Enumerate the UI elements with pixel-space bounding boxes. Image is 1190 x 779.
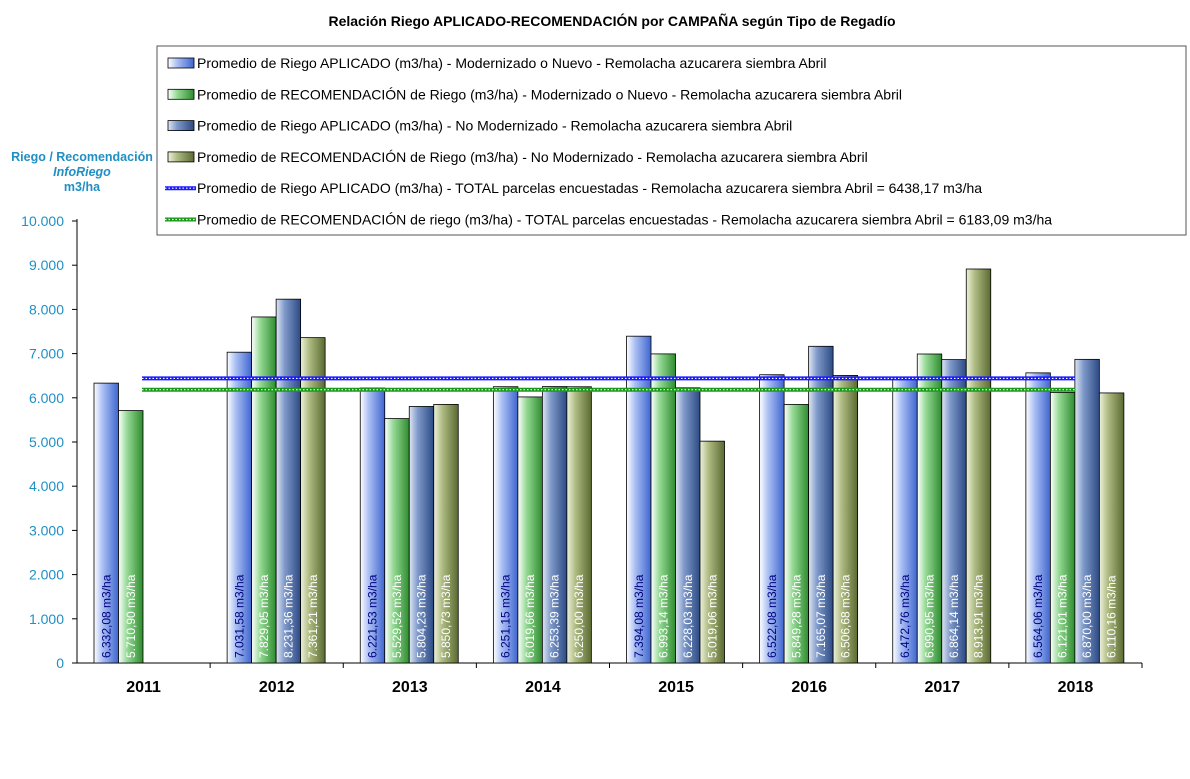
data-label: 6.253,39 m3/ha — [548, 574, 562, 658]
bar — [1074, 358, 1100, 664]
data-label: 6.522,08 m3/ha — [765, 574, 779, 658]
legend: Promedio de Riego APLICADO (m3/ha) - Mod… — [156, 45, 1187, 236]
data-label: 5.529,52 m3/ha — [390, 574, 404, 658]
data-label: 8.913,91 m3/ha — [972, 574, 986, 658]
data-labels: 6.332,08 m3/ha 7.031,58 m3/ha 6.221,53 m3/… — [99, 574, 1118, 658]
data-label: 7.394,08 m3/ha — [632, 574, 646, 658]
chart-title: Relación Riego APLICADO-RECOMENDACIÓN po… — [328, 12, 895, 29]
y-axis-label-line2: InfoRiego — [53, 165, 111, 179]
y-tick-label: 0 — [56, 655, 64, 671]
x-tick-label: 2013 — [392, 679, 428, 696]
legend-entry: Promedio de RECOMENDACIÓN de Riego (m3/h… — [197, 149, 868, 165]
y-axis-label-line1: Riego / Recomendación — [11, 150, 153, 164]
data-label: 6.250,00 m3/ha — [572, 574, 586, 658]
y-tick-label: 8.000 — [29, 301, 64, 317]
data-label: 6.110,16 m3/ha — [1105, 575, 1119, 658]
x-tick-label: 2012 — [259, 679, 295, 696]
bar — [965, 268, 992, 664]
data-label: 6.251,15 m3/ha — [499, 574, 513, 658]
x-tick-label: 2017 — [925, 679, 961, 696]
bar — [433, 403, 459, 664]
bar — [1049, 392, 1076, 664]
legend-entry: Promedio de Riego APLICADO (m3/ha) - No … — [197, 118, 792, 134]
legend-swatch — [167, 120, 195, 131]
y-tick-label: 6.000 — [29, 390, 64, 406]
data-label: 7.361,21 m3/ha — [306, 574, 320, 658]
legend-swatch — [167, 57, 195, 69]
x-tick-labels: 2011 2012 2013 2014 2015 2016 2017 2018 — [126, 679, 1093, 696]
y-tick-label: 1.000 — [29, 611, 64, 627]
y-tick-label: 2.000 — [29, 567, 64, 583]
bar — [759, 374, 785, 664]
x-tick-label: 2018 — [1058, 679, 1094, 696]
bar — [517, 396, 543, 664]
bar — [783, 404, 810, 664]
bar — [1098, 392, 1125, 664]
data-label: 6.221,53 m3/ha — [366, 574, 380, 658]
data-label: 8.231,36 m3/ha — [281, 574, 295, 658]
data-label: 6.993,14 m3/ha — [656, 574, 670, 658]
y-tick-label: 7.000 — [29, 346, 64, 362]
data-label: 6.472,76 m3/ha — [898, 574, 912, 658]
data-label: 6.121,01 m3/ha — [1056, 574, 1070, 658]
data-label: 6.864,14 m3/ha — [947, 574, 961, 658]
x-tick-label: 2015 — [658, 679, 694, 696]
data-label: 6.506,68 m3/ha — [838, 574, 852, 658]
legend-box — [156, 45, 1187, 236]
y-tick-label: 4.000 — [29, 478, 64, 494]
bar — [566, 386, 592, 664]
bars — [93, 268, 1125, 664]
x-tick-label: 2016 — [791, 679, 827, 696]
x-tick-label: 2014 — [525, 679, 561, 696]
bar — [699, 440, 725, 664]
data-label: 5.019,06 m3/ha — [705, 574, 719, 658]
data-label: 6.990,95 m3/ha — [923, 574, 937, 658]
reference-lines — [142, 376, 1075, 392]
data-label: 5.710,90 m3/ha — [124, 574, 138, 658]
bar — [300, 337, 326, 664]
data-label: 6.228,03 m3/ha — [681, 574, 695, 658]
bar — [118, 410, 144, 664]
legend-entry: Promedio de Riego APLICADO (m3/ha) - Mod… — [197, 55, 827, 71]
bar — [275, 298, 302, 664]
data-label: 5.804,23 m3/ha — [415, 574, 429, 658]
bar — [675, 387, 701, 664]
y-tick-label: 3.000 — [29, 522, 64, 538]
y-axis-label-line3: m3/ha — [64, 180, 101, 194]
bar — [251, 316, 277, 664]
y-tick-labels: 0 1.000 2.000 3.000 4.000 5.000 6.000 7.000 8.00… — [21, 213, 64, 671]
y-tick-label: 5.000 — [29, 434, 64, 450]
x-tick-label: 2011 — [126, 679, 161, 696]
bar — [541, 386, 568, 664]
bar — [808, 345, 834, 664]
data-label: 6.870,00 m3/ha — [1080, 574, 1094, 658]
bar — [941, 359, 967, 664]
legend-entry: Promedio de RECOMENDACIÓN de Riego (m3/h… — [197, 86, 902, 102]
bar — [492, 386, 519, 664]
y-tick-label: 10.000 — [21, 213, 64, 229]
bar — [916, 353, 943, 664]
data-label: 5.850,73 m3/ha — [439, 574, 453, 658]
data-label: 7.031,58 m3/ha — [232, 574, 246, 658]
data-label: 7.165,07 m3/ha — [814, 574, 828, 658]
data-label: 5.849,28 m3/ha — [789, 574, 803, 658]
bar — [384, 418, 410, 664]
legend-swatch — [167, 88, 195, 100]
bar — [650, 353, 676, 664]
bar — [832, 375, 859, 664]
data-label: 6.332,08 m3/ha — [99, 574, 113, 658]
y-tick-label: 9.000 — [29, 257, 64, 273]
bar — [1025, 372, 1051, 664]
legend-swatch — [167, 151, 195, 163]
data-label: 6.019,66 m3/ha — [523, 574, 537, 658]
legend-entry: Promedio de Riego APLICADO (m3/ha) - TOT… — [197, 180, 982, 196]
data-label: 7.829,05 m3/ha — [257, 574, 271, 658]
legend-entry: Promedio de RECOMENDACIÓN de riego (m3/h… — [197, 212, 1052, 228]
data-label: 6.564,06 m3/ha — [1031, 574, 1045, 658]
